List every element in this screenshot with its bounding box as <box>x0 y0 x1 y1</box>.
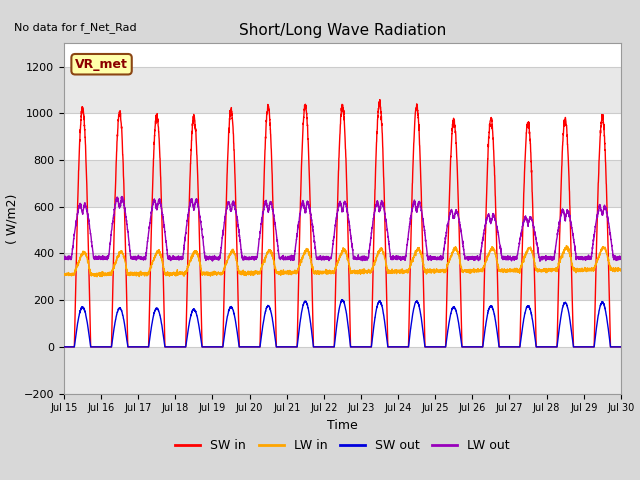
X-axis label: Time: Time <box>327 419 358 432</box>
Bar <box>64 347 621 394</box>
Text: VR_met: VR_met <box>75 58 128 71</box>
Bar <box>64 67 621 113</box>
Text: No data for f_Net_Rad: No data for f_Net_Rad <box>14 22 136 33</box>
Title: Short/Long Wave Radiation: Short/Long Wave Radiation <box>239 23 446 38</box>
Y-axis label: ( W/m2): ( W/m2) <box>5 193 18 243</box>
Bar <box>64 253 621 300</box>
Legend: SW in, LW in, SW out, LW out: SW in, LW in, SW out, LW out <box>170 434 515 457</box>
Bar <box>64 160 621 207</box>
